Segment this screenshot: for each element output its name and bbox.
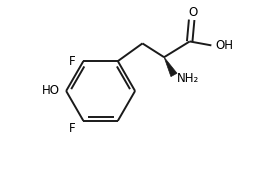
- Text: OH: OH: [215, 39, 233, 52]
- Text: HO: HO: [41, 85, 59, 98]
- Text: O: O: [188, 6, 197, 19]
- Text: NH₂: NH₂: [177, 72, 199, 85]
- Polygon shape: [164, 57, 177, 77]
- Text: F: F: [69, 122, 76, 135]
- Text: F: F: [69, 55, 76, 68]
